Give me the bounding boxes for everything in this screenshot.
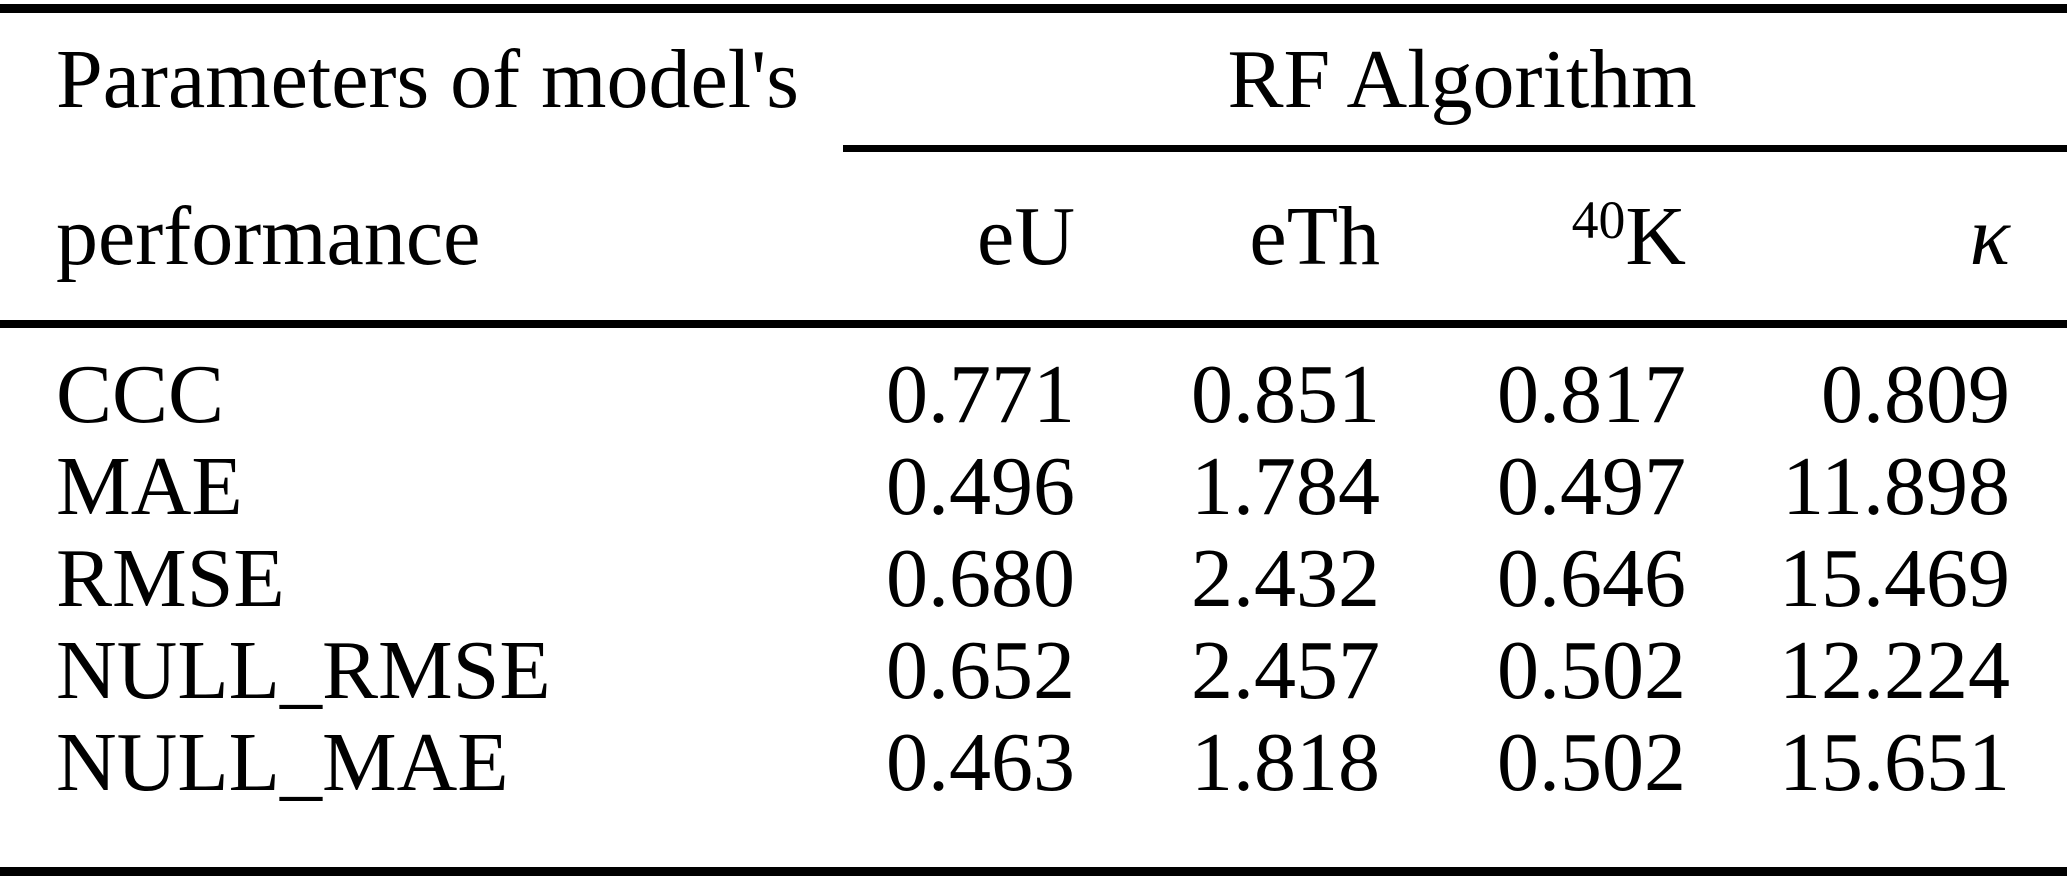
column-group-header: RF Algorithm [1227,32,1697,126]
row-label: RMSE [56,532,285,625]
table-header-row-2: performance eU eTh 40K κ [0,152,2067,320]
table-row-ccc: CCC 0.771 0.851 0.817 0.809 [0,346,2067,441]
value-cell: 0.771 [886,348,1075,441]
table-top-rule [0,4,2067,13]
value-cell: 12.224 [1779,624,2010,717]
value-cell: 2.457 [1191,624,1380,717]
value-cell: 2.432 [1191,532,1380,625]
table-bottom-rule [0,867,2067,876]
value-cell: 1.784 [1191,440,1380,533]
row-label: MAE [56,440,243,533]
value-cell: 15.651 [1779,716,2010,809]
value-cell: 15.469 [1779,532,2010,625]
column-header-40K: 40K [1380,188,1686,285]
value-cell: 0.463 [886,716,1075,809]
column-header-eU: eU [977,189,1075,283]
value-cell: 1.818 [1191,716,1380,809]
isotope-superscript: 40 [1571,189,1626,250]
table-row-null-mae: NULL_MAE 0.463 1.818 0.502 15.651 [0,714,2067,809]
column-header-40K-base: K [1625,189,1686,283]
stub-header-line1: Parameters of model's [56,32,799,126]
header-body-separator-rule [0,320,2067,328]
value-cell: 0.652 [886,624,1075,717]
column-header-kappa: κ [1969,189,2010,283]
table-body: CCC 0.771 0.851 0.817 0.809 MAE 0.496 1.… [0,328,2067,809]
stub-header-line2: performance [56,189,481,283]
table-row-mae: MAE 0.496 1.784 0.497 11.898 [0,438,2067,533]
group-header-underline-rule [843,145,2067,152]
value-cell: 0.851 [1191,348,1380,441]
value-cell: 0.502 [1497,716,1686,809]
value-cell: 0.502 [1497,624,1686,717]
table-row-rmse: RMSE 0.680 2.432 0.646 15.469 [0,530,2067,625]
column-header-eTh: eTh [1249,189,1380,283]
row-label: CCC [56,348,225,441]
value-cell: 11.898 [1782,440,2010,533]
value-cell: 0.817 [1497,348,1686,441]
value-cell: 0.496 [886,440,1075,533]
value-cell: 0.680 [886,532,1075,625]
value-cell: 0.646 [1497,532,1686,625]
table-row-null-rmse: NULL_RMSE 0.652 2.457 0.502 12.224 [0,622,2067,717]
value-cell: 0.809 [1821,348,2010,441]
row-label: NULL_RMSE [56,624,551,717]
table-header-row-1: Parameters of model's RF Algorithm [0,13,2067,145]
row-label: NULL_MAE [56,716,509,809]
value-cell: 0.497 [1497,440,1686,533]
